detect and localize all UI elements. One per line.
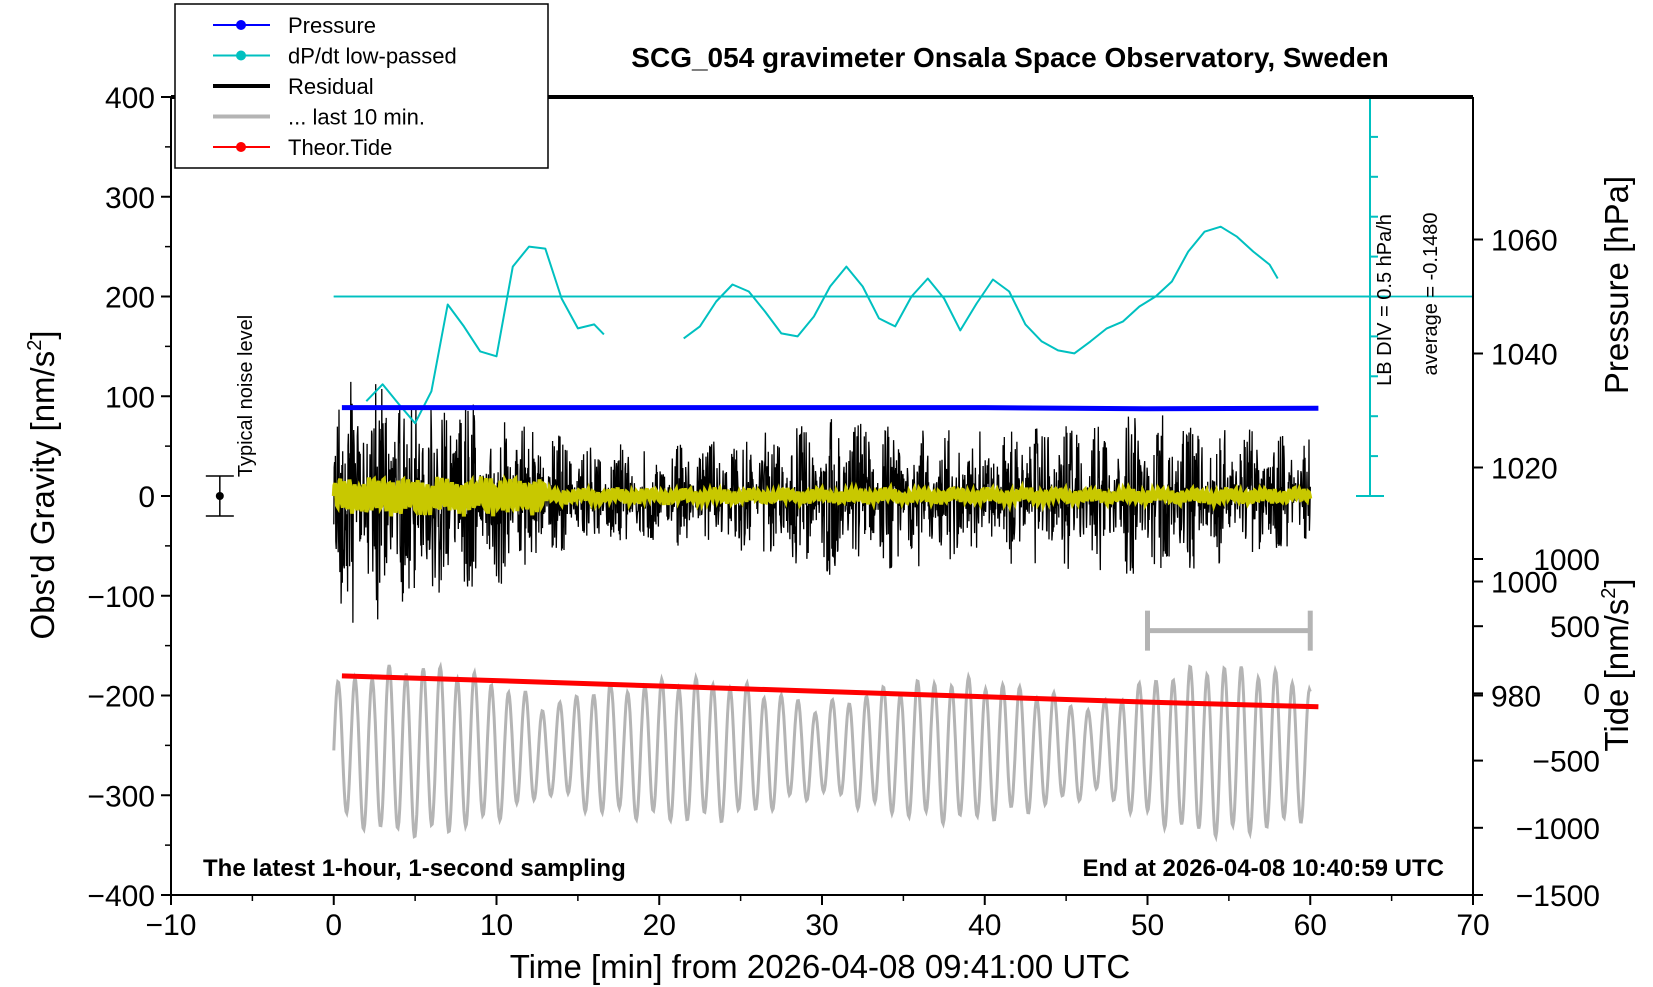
pressure-tick-label: 1060 [1491,225,1558,258]
legend: Pressure dP/dt low-passed Residual ... last… [174,3,549,169]
y-tick-label: 0 [138,481,155,514]
noise-level-label: Typical noise level [235,315,257,477]
legend-entry-label: Pressure [288,13,376,38]
pressure-tick-label: 1020 [1491,453,1558,486]
y-tick-label: 400 [105,82,155,115]
y-tick-label: −200 [87,681,155,714]
x-tick-label: 40 [968,909,1001,942]
legend-entry-label: Residual [288,74,374,99]
legend-entry-label: dP/dt low-passed [288,44,457,69]
pressure-axis-label: Pressure [hPa] [1598,176,1635,394]
x-tick-label: 30 [805,909,838,942]
tide-tick-label: −1500 [1516,880,1600,913]
pressure-tick-label: 1000 [1491,567,1558,600]
tide-axis-label: Tide [nm/s2] [1598,578,1635,751]
chart-title: SCG_054 gravimeter Onsala Space Observat… [631,42,1388,73]
legend-entry-label: Theor.Tide [288,135,392,160]
y-tick-label: −100 [87,581,155,614]
x-tick-label: −10 [146,909,197,942]
tide-tick-label: 1000 [1533,544,1600,577]
series-layer [205,96,1473,843]
x-axis-label: Time [min] from 2026-04-08 09:41:00 UTC [510,948,1131,985]
x-tick-label: 50 [1131,909,1164,942]
x-tick-label: 20 [643,909,676,942]
legend-swatch-marker [236,142,246,152]
dpdt-average-label: average = -0.1480 [1420,213,1442,376]
tide-axis-label-tail: ] [1598,578,1635,587]
residual-lowpassed-line [331,473,1313,517]
noise-center-point [215,492,224,500]
x-tick-label: 10 [480,909,513,942]
tide-tick-label: 500 [1550,611,1600,644]
axes: −10 0 10 20 30 40 50 60 70−400−300−200−100010020… [87,82,1600,942]
legend-swatch-marker [236,20,246,30]
y-tick-label: 200 [105,282,155,315]
y-tick-label: 300 [105,182,155,215]
tide-axis-label-sup: 2 [1598,588,1620,599]
y-tick-label: −400 [87,880,155,913]
tide-tick-label: −500 [1532,746,1600,779]
dpdt-scale-label: LB DIV = 0.5 hPa/h [1374,214,1396,386]
y-axis-label-sup: 2 [24,340,46,351]
pressure-tick-label: 980 [1491,681,1541,714]
dpdt-segment-2 [683,225,1279,355]
sampling-note: The latest 1-hour, 1-second sampling [203,855,626,882]
x-tick-label: 60 [1294,909,1327,942]
theor-tide-line [341,673,1319,710]
dpdt-segment-1 [365,245,605,425]
y-axis-label: Obs'd Gravity [nm/s2] [24,331,61,640]
y-tick-label: 100 [105,381,155,414]
y-axis-label-tail: ] [24,331,61,340]
pressure-tick-label: 1040 [1491,339,1558,372]
tide-tick-label: −1000 [1516,813,1600,846]
residual-line [333,381,1311,623]
x-tick-label: 70 [1456,909,1489,942]
pressure-line [341,405,1319,412]
legend-entry-label: ... last 10 min. [288,105,425,130]
y-axis-label-main: Obs'd Gravity [nm/s [24,351,61,640]
tide-tick-label: 0 [1583,678,1600,711]
tide-axis-label-main: Tide [nm/s [1598,599,1635,752]
y-tick-label: −300 [87,780,155,813]
x-tick-label: 0 [325,909,342,942]
legend-swatch-marker [236,50,246,61]
end-time-note: End at 2026-04-08 10:40:59 UTC [1083,855,1445,882]
last-10-min-line [332,661,1312,843]
